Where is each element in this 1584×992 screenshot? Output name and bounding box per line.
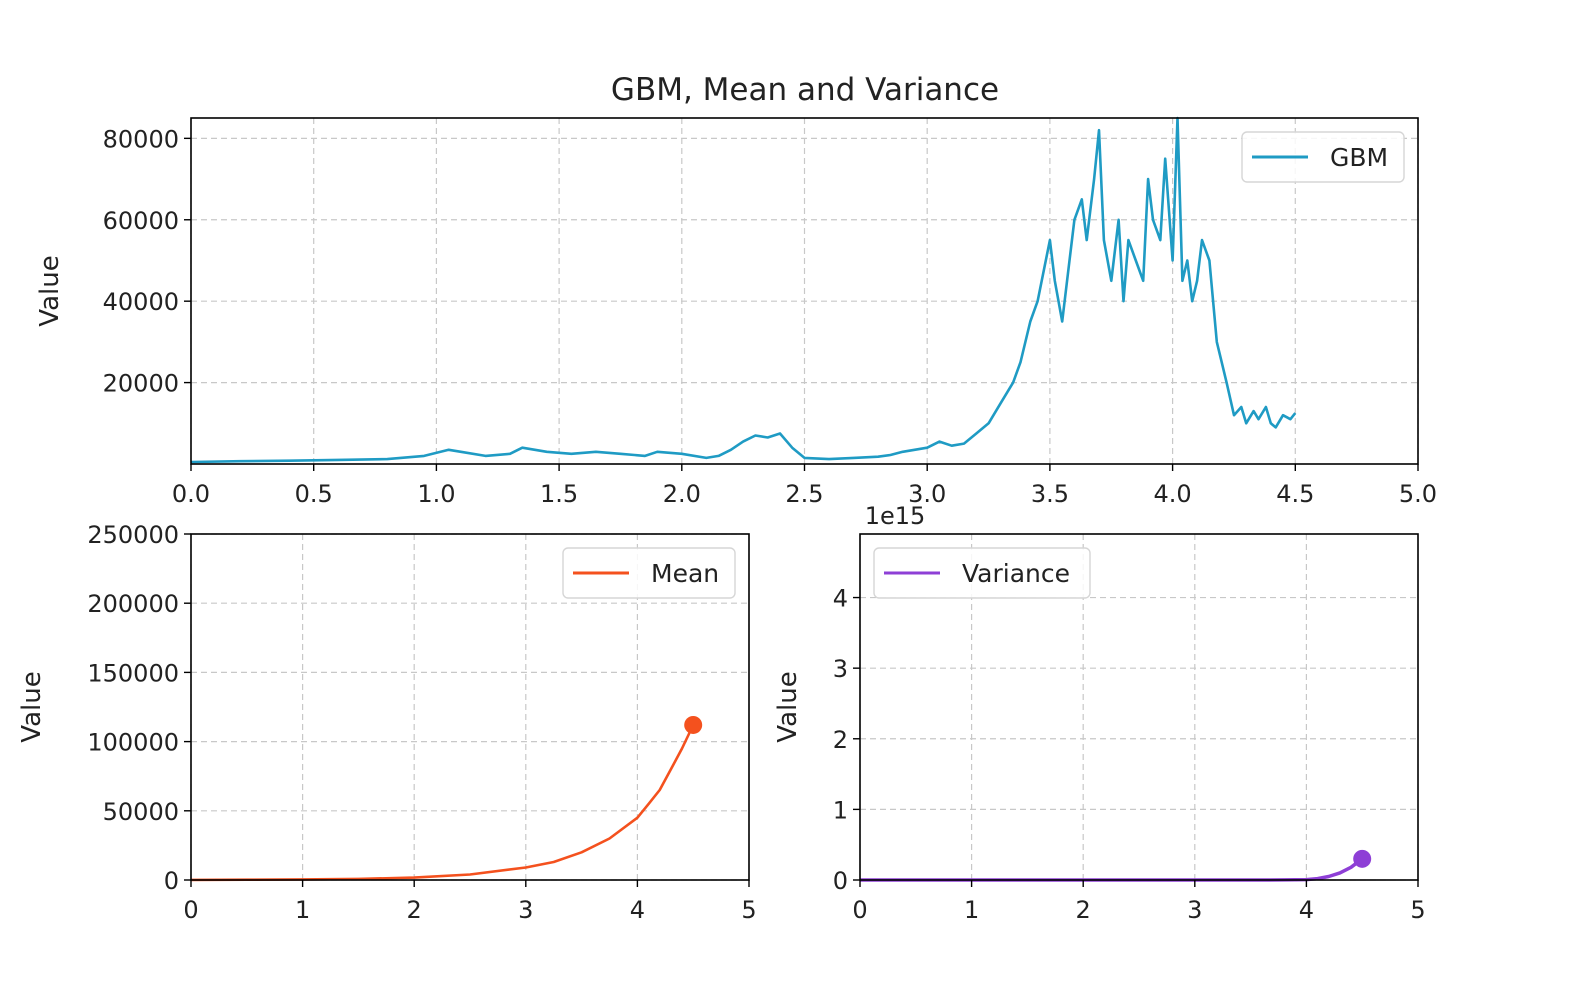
gbm-y-tick-label: 60000 [103,207,179,235]
gbm-legend: GBM [1241,131,1405,183]
gbm-x-tick-label: 2.0 [663,480,701,508]
mean-y-tick-label: 200000 [87,590,179,618]
mean-legend-label: Mean [651,559,719,588]
variance-x-tick-label: 3 [1187,896,1202,924]
gbm-x-tick-label: 3.0 [908,480,946,508]
variance-line [860,857,1364,882]
gbm-y-tick-label: 40000 [103,288,179,316]
variance-x-tick-label: 2 [1076,896,1091,924]
variance-legend-box [873,547,1091,599]
variance-legend: Variance [873,547,1091,599]
variance-y-tick-label: 1 [833,796,848,824]
mean-y-tick-label: 100000 [87,729,179,757]
mean-series-layer [190,715,703,882]
figure-title: GBM, Mean and Variance [611,72,999,108]
gbm-y-tick-label: 20000 [103,370,179,398]
mean-ticks: 0 1 2 3 4 5 0 50000 100000 150000 200000 250000 [87,521,756,924]
gbm-x-tick-label: 3.5 [1031,480,1069,508]
variance-y-axis-label: Value [773,671,803,742]
mean-x-tick-label: 2 [407,896,422,924]
mean-legend: Mean [562,547,736,599]
gbm-panel: 0.0 0.5 1.0 1.5 2.0 2.5 3.0 3.5 4.0 4.5 5.0 20000 40… [35,116,1437,508]
gbm-legend-box [1241,131,1405,183]
mean-x-tick-label: 4 [630,896,645,924]
gbm-y-tick-label: 80000 [103,125,179,153]
variance-y-tick-label: 3 [833,655,848,683]
mean-x-tick-label: 1 [295,896,310,924]
gbm-x-tick-label: 1.5 [540,480,578,508]
mean-end-marker [684,715,703,734]
gbm-x-tick-label: 2.5 [785,480,823,508]
variance-series-layer [860,849,1372,882]
variance-legend-label: Variance [962,559,1070,588]
gbm-x-tick-label: 0.0 [172,480,210,508]
gbm-legend-label: GBM [1330,143,1388,172]
variance-y-tick-label: 2 [833,726,848,754]
variance-axes-frame [859,533,1419,881]
mean-panel: 0 1 2 3 4 5 0 50000 100000 150000 200000 250000 Val… [17,521,757,924]
mean-y-tick-label: 150000 [87,659,179,687]
mean-x-tick-label: 0 [183,896,198,924]
variance-end-marker [1353,849,1372,868]
variance-offset-label: 1e15 [865,502,926,530]
mean-y-tick-label: 50000 [103,798,179,826]
mean-axes-frame [190,533,750,881]
gbm-line [190,116,1297,464]
variance-panel: 0 1 2 3 4 5 0 1 2 3 4 Value 1e15 Variance [773,502,1426,924]
gbm-series-layer [190,116,1297,464]
mean-x-tick-label: 3 [518,896,533,924]
variance-x-tick-label: 4 [1299,896,1314,924]
mean-x-tick-label: 5 [741,896,756,924]
gbm-x-tick-label: 5.0 [1399,480,1437,508]
variance-ticks: 0 1 2 3 4 5 0 1 2 3 4 [833,585,1426,924]
variance-x-tick-label: 0 [852,896,867,924]
variance-x-tick-label: 1 [964,896,979,924]
variance-y-tick-label: 4 [833,585,848,613]
mean-legend-box [562,547,736,599]
variance-x-tick-label: 5 [1410,896,1425,924]
mean-y-axis-label: Value [17,671,47,742]
gbm-x-tick-label: 4.5 [1276,480,1314,508]
gbm-ticks: 0.0 0.5 1.0 1.5 2.0 2.5 3.0 3.5 4.0 4.5 5.0 20000 40… [103,125,1437,508]
gbm-x-tick-label: 1.0 [417,480,455,508]
variance-y-tick-label: 0 [833,867,848,895]
mean-y-tick-label: 250000 [87,521,179,549]
gbm-y-axis-label: Value [35,255,65,326]
mean-y-tick-label: 0 [164,867,179,895]
gbm-x-tick-label: 0.5 [295,480,333,508]
mean-line [190,724,695,882]
gbm-x-tick-label: 4.0 [1154,480,1192,508]
